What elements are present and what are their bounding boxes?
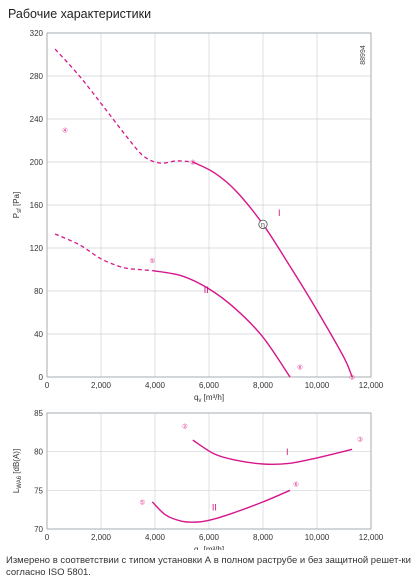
y-tick-label: 320 <box>30 29 44 38</box>
x-tick-label: 0 <box>45 381 50 390</box>
series-1-dashed-line <box>54 48 193 164</box>
performance-charts: 0 2,000 4,000 6,000 8,000 10,000 12,000 0 40 80 12… <box>12 29 384 550</box>
y-tick-label: 0 <box>39 373 44 382</box>
y-tick-label: 40 <box>34 330 43 339</box>
y-tick-label: 120 <box>30 244 44 253</box>
series-2-line <box>151 489 291 523</box>
footnote: Измерено в соответствии с типом установк… <box>6 555 411 578</box>
x-axis-label: qv [m³/h] <box>194 545 224 550</box>
x-tick-label: 10,000 <box>305 533 330 542</box>
y-tick-label: 240 <box>30 115 44 124</box>
x-tick-label: 2,000 <box>91 533 112 542</box>
efficiency-marker-label: η <box>261 222 265 229</box>
x-tick-label: 2,000 <box>91 381 112 390</box>
plot-frame <box>46 32 372 378</box>
operating-point-marker: ② <box>190 158 196 166</box>
series-1-line <box>192 161 353 378</box>
series-2-dashed-line <box>54 233 153 272</box>
series-2-name-label: II <box>204 285 209 295</box>
x-tick-label: 12,000 <box>359 533 384 542</box>
y-tick-label: 160 <box>30 201 44 210</box>
page-title: Рабочие характеристики <box>8 7 152 21</box>
operating-point-marker: ③ <box>357 436 363 444</box>
operating-point-marker: ⑤ <box>139 498 145 506</box>
operating-point-marker: ③ <box>349 373 355 381</box>
x-tick-label: 12,000 <box>359 381 384 390</box>
operating-point-marker: ⑥ <box>297 363 303 371</box>
x-tick-label: 6,000 <box>199 533 220 542</box>
operating-point-marker: ⑥ <box>293 481 299 489</box>
series-1-line <box>192 439 353 466</box>
x-tick-label: 6,000 <box>199 381 220 390</box>
operating-point-marker: ⑤ <box>149 257 155 265</box>
series-2-line <box>152 269 291 378</box>
y-tick-label: 70 <box>34 525 43 534</box>
y-tick-label: 80 <box>34 448 43 457</box>
x-tick-label: 4,000 <box>145 381 166 390</box>
y-tick-label: 80 <box>34 287 43 296</box>
y-tick-label: 280 <box>30 72 44 81</box>
y-tick-label: 85 <box>34 409 43 418</box>
x-tick-label: 0 <box>45 533 50 542</box>
x-axis-label: qv [m³/h] <box>194 393 224 404</box>
series-1-name-label: I <box>278 208 281 218</box>
plot-frame <box>46 412 372 530</box>
efficiency-marker <box>258 219 268 229</box>
operating-point-marker: ④ <box>62 126 68 134</box>
y-tick-label: 200 <box>30 158 44 167</box>
chart-id: 88994 <box>360 45 367 65</box>
y-axis-label: LWA6 [dB(A)] <box>12 449 23 493</box>
series-1-name-label: I <box>286 447 289 457</box>
y-axis-label: Psf [Pa] <box>12 192 23 218</box>
operating-point-marker: ② <box>182 422 188 430</box>
y-tick-label: 75 <box>34 486 43 495</box>
x-tick-label: 4,000 <box>145 533 166 542</box>
sound-chart: 0 2,000 4,000 6,000 8,000 10,000 12,000 70 75 80 8… <box>12 409 384 550</box>
x-tick-label: 8,000 <box>253 533 274 542</box>
series-2-name-label: II <box>212 502 217 512</box>
pressure-chart: 0 2,000 4,000 6,000 8,000 10,000 12,000 0 40 80 12… <box>12 29 384 404</box>
x-tick-label: 10,000 <box>305 381 330 390</box>
x-tick-label: 8,000 <box>253 381 274 390</box>
